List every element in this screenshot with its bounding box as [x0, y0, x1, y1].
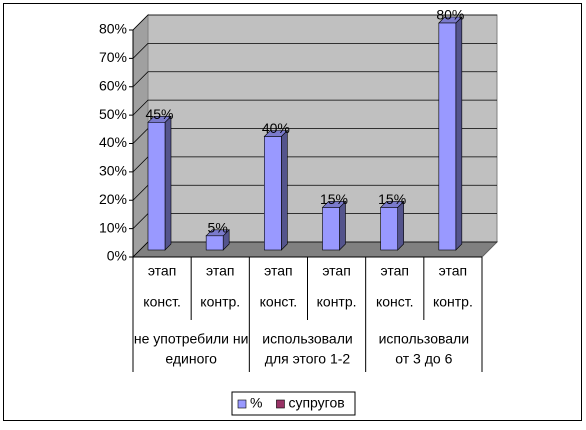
group-label: использовали	[262, 331, 352, 347]
bar	[438, 22, 457, 251]
y-tick-label: 20%	[99, 191, 127, 207]
y-tick-label: 70%	[99, 49, 127, 65]
y-tick-label: 30%	[99, 163, 127, 179]
legend-label: %	[250, 395, 262, 411]
bar-side	[164, 115, 172, 251]
bar	[147, 122, 166, 251]
group-label: от 3 до 6	[395, 351, 452, 367]
bar	[205, 235, 224, 251]
grid-line	[132, 42, 497, 59]
y-tick-label: 0%	[107, 248, 127, 264]
data-label: 80%	[436, 7, 464, 23]
grid-line	[132, 14, 497, 31]
bar-side	[397, 200, 404, 251]
y-tick-label: 40%	[99, 134, 127, 150]
x-tick-label: контр.	[433, 294, 473, 310]
y-tick-label: 80%	[99, 21, 127, 37]
legend-label: супругов	[288, 395, 344, 411]
bar-side	[281, 129, 288, 251]
bar-side	[339, 200, 346, 251]
x-tick-label: контр.	[317, 294, 357, 310]
legend-swatch	[276, 399, 285, 409]
y-tick-label: 50%	[99, 106, 127, 122]
group-label: для этого 1-2	[265, 351, 351, 367]
group-label: использовали	[379, 331, 469, 347]
group-label: единого	[165, 351, 217, 367]
bar	[264, 136, 282, 251]
bar	[380, 207, 398, 251]
data-label: 15%	[320, 191, 348, 207]
x-tick-label: этап	[148, 263, 176, 279]
x-tick-label: конст.	[260, 294, 298, 310]
y-tick-label: 60%	[99, 77, 127, 93]
data-label: 15%	[378, 191, 406, 207]
legend-swatch	[237, 399, 247, 409]
x-tick-label: этап	[322, 263, 350, 279]
x-tick-label: этап	[381, 263, 409, 279]
grid-line	[132, 99, 497, 116]
data-label: 40%	[262, 120, 290, 136]
data-label: 5%	[208, 220, 228, 236]
bar	[322, 207, 340, 251]
bar-side	[455, 16, 463, 251]
x-tick-label: контр.	[200, 294, 240, 310]
y-tick-label: 10%	[99, 219, 127, 235]
group-label: не употребили ни	[134, 331, 249, 347]
x-tick-label: этап	[264, 263, 292, 279]
x-tick-label: конст.	[143, 294, 181, 310]
x-tick-label: этап	[439, 263, 467, 279]
grid-line	[132, 71, 497, 88]
data-label: 45%	[145, 106, 173, 122]
x-tick-label: конст.	[376, 294, 414, 310]
legend-box	[231, 391, 356, 416]
x-tick-label: этап	[206, 263, 234, 279]
